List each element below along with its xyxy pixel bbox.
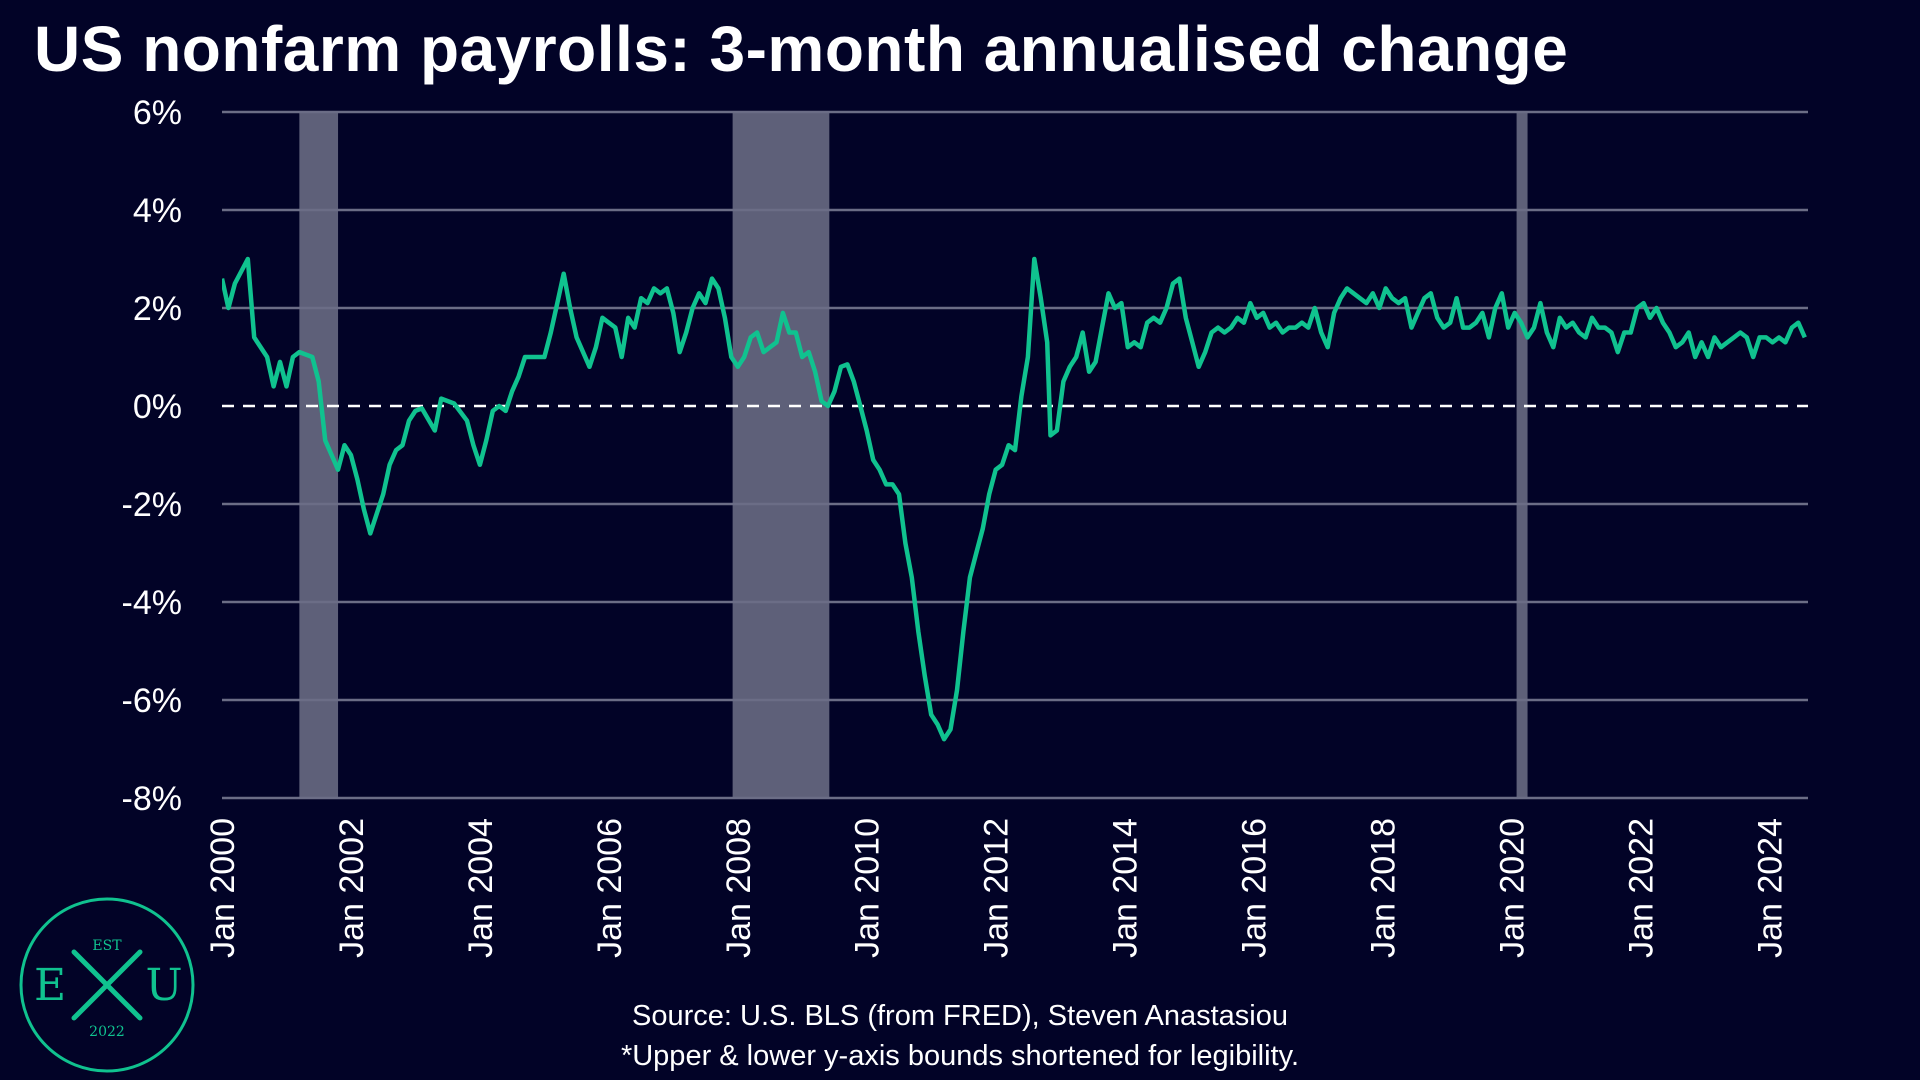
logo-emblem: EST E U 2022	[19, 897, 195, 1073]
y-tick-label: 0%	[133, 388, 182, 426]
axis-note-caption: *Upper & lower y-axis bounds shortened f…	[620, 1040, 1300, 1072]
series-line-1	[222, 256, 1807, 742]
x-tick-label: Jan 2024	[1751, 818, 1789, 958]
gridlines	[222, 110, 1808, 800]
recession-band-2	[732, 112, 830, 798]
source-caption: Source: U.S. BLS (from FRED), Steven Ana…	[632, 1000, 1288, 1032]
x-tick-label: Jan 2000	[204, 818, 242, 958]
x-tick-label: Jan 2014	[1107, 818, 1145, 958]
chart-title: US nonfarm payrolls: 3-month annualised …	[34, 13, 1569, 85]
x-tick-label: Jan 2012	[978, 818, 1016, 958]
logo-est-text: EST	[92, 938, 122, 954]
y-tick-label: -4%	[122, 584, 182, 622]
x-tick-label: Jan 2010	[849, 818, 887, 958]
x-tick-label: Jan 2008	[720, 818, 758, 958]
x-tick-label: Jan 2020	[1493, 818, 1531, 958]
x-axis-ticks: Jan 2000 Jan 2002 Jan 2004 Jan 2006 Jan 2008…	[204, 818, 1789, 958]
y-tick-label: 4%	[133, 192, 182, 230]
chart-plot: 6%4%2%0%-2%-4%-6%-8% Jan 2000 Jan 2002 Jan…	[122, 94, 1808, 958]
y-tick-label: -2%	[122, 486, 182, 524]
recession-band-3	[1516, 112, 1528, 798]
y-tick-label: 2%	[133, 290, 182, 328]
x-tick-label: Jan 2018	[1364, 818, 1402, 958]
logo-u-text: U	[145, 960, 182, 1011]
x-tick-label: Jan 2004	[462, 818, 500, 958]
logo-ring	[19, 897, 195, 1073]
y-tick-label: 6%	[133, 94, 182, 132]
x-tick-label: Jan 2016	[1236, 818, 1274, 958]
logo-year-text: 2022	[89, 1024, 125, 1040]
crossed-quills-icon	[71, 949, 143, 1021]
y-tick-label: -8%	[122, 780, 182, 818]
y-tick-label: -6%	[122, 682, 182, 720]
y-axis-ticks: 6% 4% 2% 0% -2% -4% -6% -8%	[122, 94, 182, 818]
x-tick-label: Jan 2022	[1622, 818, 1660, 958]
series-layer	[222, 256, 1807, 742]
x-tick-label: Jan 2006	[591, 818, 629, 958]
x-tick-label: Jan 2002	[333, 818, 371, 958]
logo-e-text: E	[34, 960, 66, 1011]
